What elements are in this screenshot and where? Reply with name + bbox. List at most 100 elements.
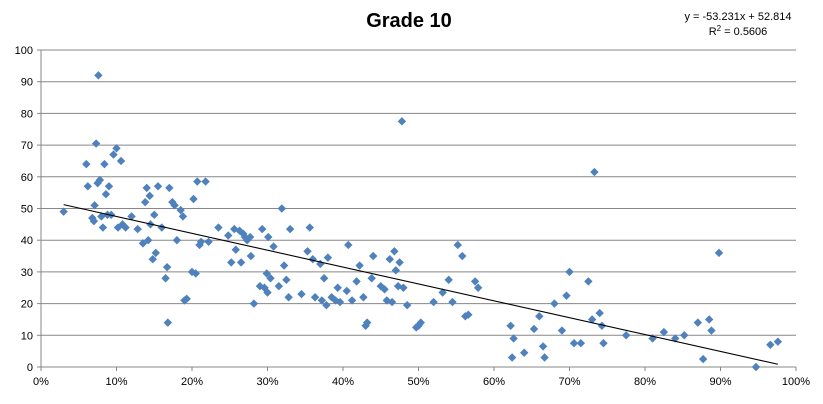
data-point — [224, 231, 233, 240]
data-point — [263, 288, 272, 297]
data-point — [94, 71, 103, 80]
data-point — [101, 190, 111, 199]
data-point — [590, 167, 599, 177]
data-point — [671, 334, 680, 343]
data-point — [83, 182, 93, 191]
data-point — [97, 212, 106, 221]
data-point — [506, 321, 515, 330]
data-point — [335, 297, 345, 307]
data-point — [245, 232, 255, 242]
chart-title: Grade 10 — [366, 10, 452, 32]
data-point — [127, 212, 136, 221]
y-tick-label: 60 — [21, 172, 33, 184]
data-point — [359, 293, 368, 302]
y-tick-label: 30 — [21, 267, 33, 279]
y-tick-label: 10 — [21, 330, 33, 342]
data-point — [766, 340, 775, 350]
data-point — [82, 159, 91, 169]
data-point — [402, 300, 412, 310]
data-point — [385, 255, 395, 264]
y-tick-label: 100 — [15, 45, 33, 57]
data-point — [569, 339, 579, 348]
data-point — [319, 274, 329, 283]
data-point — [133, 224, 142, 234]
data-point — [704, 315, 714, 324]
data-point — [367, 274, 376, 283]
data-point — [659, 327, 669, 337]
x-tick-label: 100% — [782, 376, 810, 388]
data-point — [399, 283, 408, 292]
data-point — [88, 213, 97, 223]
data-point — [391, 266, 401, 275]
data-point — [305, 223, 314, 232]
trendline-equation: y = -53.231x + 52.814 — [684, 11, 791, 23]
data-point — [193, 177, 202, 186]
y-tick-label: 80 — [21, 108, 33, 120]
trendline-r-squared: R2 = 0.5606 — [709, 24, 768, 38]
data-point — [529, 324, 539, 334]
data-point — [438, 288, 447, 297]
data-point — [595, 308, 604, 318]
y-tick-label: 70 — [21, 140, 33, 152]
x-tick-label: 80% — [634, 376, 656, 388]
data-point — [538, 342, 548, 351]
data-point — [362, 318, 372, 327]
data-point — [448, 297, 457, 307]
data-point — [204, 237, 213, 246]
data-point — [249, 299, 259, 308]
data-point — [621, 331, 631, 340]
data-point — [597, 321, 607, 330]
y-tick-label: 40 — [21, 235, 33, 247]
data-point — [150, 210, 159, 220]
data-point — [344, 240, 353, 250]
data-point — [387, 297, 397, 307]
data-point — [470, 277, 480, 286]
data-point — [599, 339, 608, 348]
data-point — [236, 258, 246, 267]
data-point — [507, 353, 517, 362]
data-point — [473, 283, 483, 292]
data-point — [90, 201, 99, 210]
data-point — [444, 275, 453, 285]
data-point — [429, 297, 438, 307]
data-point — [163, 318, 173, 327]
data-point — [266, 274, 275, 283]
data-point — [416, 318, 425, 327]
data-point — [168, 197, 177, 207]
data-point — [352, 277, 361, 286]
data-point — [317, 296, 327, 305]
data-point — [214, 223, 223, 232]
data-point — [191, 269, 200, 278]
data-point — [121, 223, 130, 232]
data-point — [98, 223, 108, 232]
y-tick-label: 90 — [21, 77, 33, 89]
data-point — [535, 312, 544, 321]
data-point — [196, 237, 206, 246]
data-point — [142, 183, 151, 193]
data-point — [557, 326, 567, 335]
data-point — [707, 326, 716, 335]
data-point — [698, 354, 708, 364]
data-point — [333, 283, 342, 292]
data-point — [773, 337, 783, 346]
data-point — [100, 159, 109, 169]
x-tick-label: 20% — [181, 376, 203, 388]
data-point — [380, 285, 389, 294]
data-point — [138, 239, 148, 248]
data-point — [151, 248, 160, 258]
data-point — [322, 300, 331, 310]
data-point — [165, 183, 174, 193]
data-point — [59, 207, 68, 216]
x-tick-label: 90% — [709, 376, 731, 388]
data-point — [235, 226, 244, 235]
data-point — [178, 212, 188, 221]
data-point — [95, 175, 105, 185]
data-point — [104, 182, 114, 191]
data-point — [201, 177, 210, 186]
data-point — [540, 353, 549, 362]
data-point — [246, 251, 256, 261]
data-point — [562, 291, 571, 300]
data-point — [453, 240, 462, 250]
data-point — [172, 236, 182, 245]
